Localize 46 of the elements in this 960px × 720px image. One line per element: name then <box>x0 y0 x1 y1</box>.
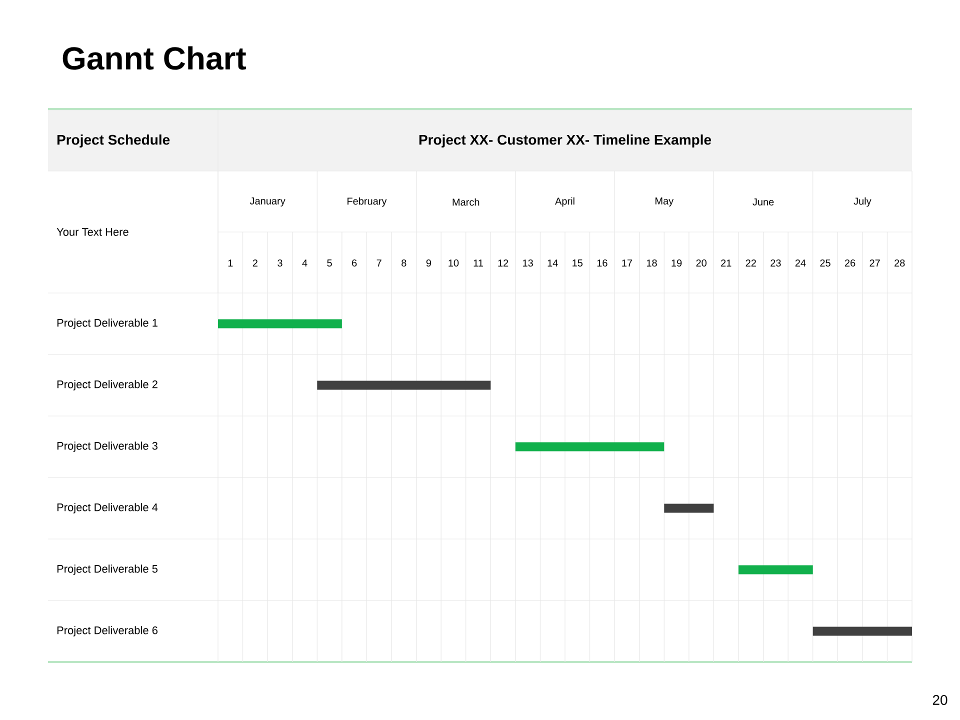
y-tick-label: Project Deliverable 4 <box>57 503 158 514</box>
text: June <box>752 198 774 206</box>
y-tick-label: Project Deliverable 5 <box>57 564 158 575</box>
x-tick-label: 25 <box>820 259 830 267</box>
text: February <box>348 197 387 207</box>
x-tick-label: 23 <box>770 259 781 267</box>
x-tick-label: 16 <box>597 259 608 267</box>
x-tick-label: 11 <box>474 260 483 266</box>
x-tick-label: 18 <box>646 259 657 267</box>
chart-title: Gannt Chart <box>62 46 246 70</box>
x-tick-label: 4 <box>302 260 308 266</box>
x-tick-label: 1 <box>228 260 233 266</box>
x-tick-label: 24 <box>795 260 806 266</box>
text: Your Text Here <box>56 228 128 236</box>
x-tick-label: 8 <box>402 259 406 267</box>
x-tick-label: 12 <box>498 260 508 266</box>
x-tick-label: 19 <box>672 259 682 267</box>
text: 20 <box>932 695 948 705</box>
text: July <box>854 197 872 207</box>
y-tick-label: Project Deliverable 3 <box>57 442 158 452</box>
y-tick-label: Project Deliverable 2 <box>57 380 158 390</box>
x-tick-label: 5 <box>327 260 332 266</box>
text: April <box>555 197 574 207</box>
x-tick-label: 28 <box>894 259 905 267</box>
x-tick-label: 22 <box>746 260 756 266</box>
text: March <box>452 198 480 206</box>
x-tick-label: 27 <box>870 260 880 266</box>
x-tick-label: 10 <box>448 259 459 267</box>
y-tick-label: Project Deliverable 6 <box>57 626 158 636</box>
y-tick-label: Project Deliverable 1 <box>57 318 158 329</box>
x-tick-label: 15 <box>572 260 583 266</box>
x-tick-label: 14 <box>548 260 558 266</box>
x-tick-label: 3 <box>278 259 282 267</box>
text: Project Schedule <box>57 134 170 148</box>
x-tick-label: 6 <box>352 259 357 267</box>
x-tick-label: 7 <box>376 260 382 266</box>
x-tick-label: 17 <box>622 260 632 266</box>
x-tick-label: 2 <box>252 260 258 266</box>
text: Project XX- Customer XX- Timeline Example <box>419 134 712 148</box>
text: May <box>656 198 674 206</box>
text: January <box>250 198 286 206</box>
x-tick-label: 13 <box>523 259 533 267</box>
x-tick-label: 9 <box>426 259 431 267</box>
x-tick-label: 21 <box>721 260 732 266</box>
x-tick-label: 20 <box>696 259 706 267</box>
x-tick-label: 26 <box>844 259 856 267</box>
